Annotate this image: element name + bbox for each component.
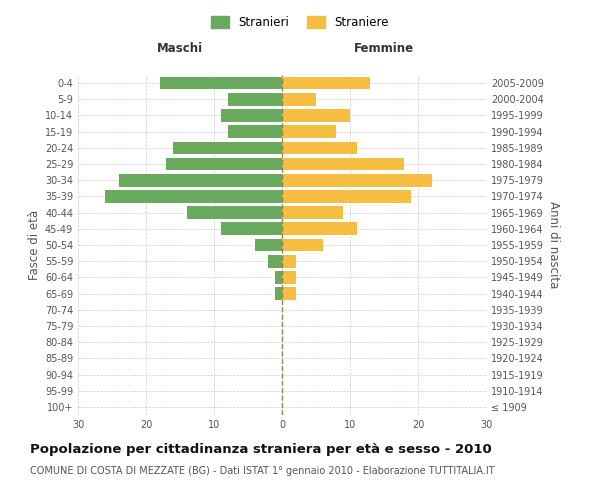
- Bar: [282, 222, 357, 235]
- Bar: [173, 142, 282, 154]
- Bar: [282, 109, 350, 122]
- Bar: [275, 288, 282, 300]
- Bar: [105, 190, 282, 202]
- Bar: [166, 158, 282, 170]
- Bar: [275, 271, 282, 283]
- Text: Popolazione per cittadinanza straniera per età e sesso - 2010: Popolazione per cittadinanza straniera p…: [30, 442, 492, 456]
- Y-axis label: Fasce di età: Fasce di età: [28, 210, 41, 280]
- Bar: [282, 255, 296, 268]
- Bar: [227, 126, 282, 138]
- Bar: [282, 93, 316, 106]
- Legend: Stranieri, Straniere: Stranieri, Straniere: [206, 11, 394, 34]
- Bar: [187, 206, 282, 219]
- Bar: [282, 271, 296, 283]
- Bar: [282, 77, 370, 90]
- Bar: [221, 109, 282, 122]
- Text: Maschi: Maschi: [157, 42, 203, 55]
- Text: COMUNE DI COSTA DI MEZZATE (BG) - Dati ISTAT 1° gennaio 2010 - Elaborazione TUTT: COMUNE DI COSTA DI MEZZATE (BG) - Dati I…: [30, 466, 494, 476]
- Bar: [282, 238, 323, 252]
- Bar: [282, 126, 337, 138]
- Bar: [268, 255, 282, 268]
- Bar: [227, 93, 282, 106]
- Bar: [282, 190, 411, 202]
- Bar: [119, 174, 282, 186]
- Bar: [221, 222, 282, 235]
- Bar: [282, 206, 343, 219]
- Y-axis label: Anni di nascita: Anni di nascita: [547, 202, 560, 288]
- Bar: [255, 238, 282, 252]
- Bar: [282, 142, 357, 154]
- Bar: [282, 174, 431, 186]
- Bar: [282, 288, 296, 300]
- Bar: [160, 77, 282, 90]
- Text: Femmine: Femmine: [354, 42, 414, 55]
- Bar: [282, 158, 404, 170]
